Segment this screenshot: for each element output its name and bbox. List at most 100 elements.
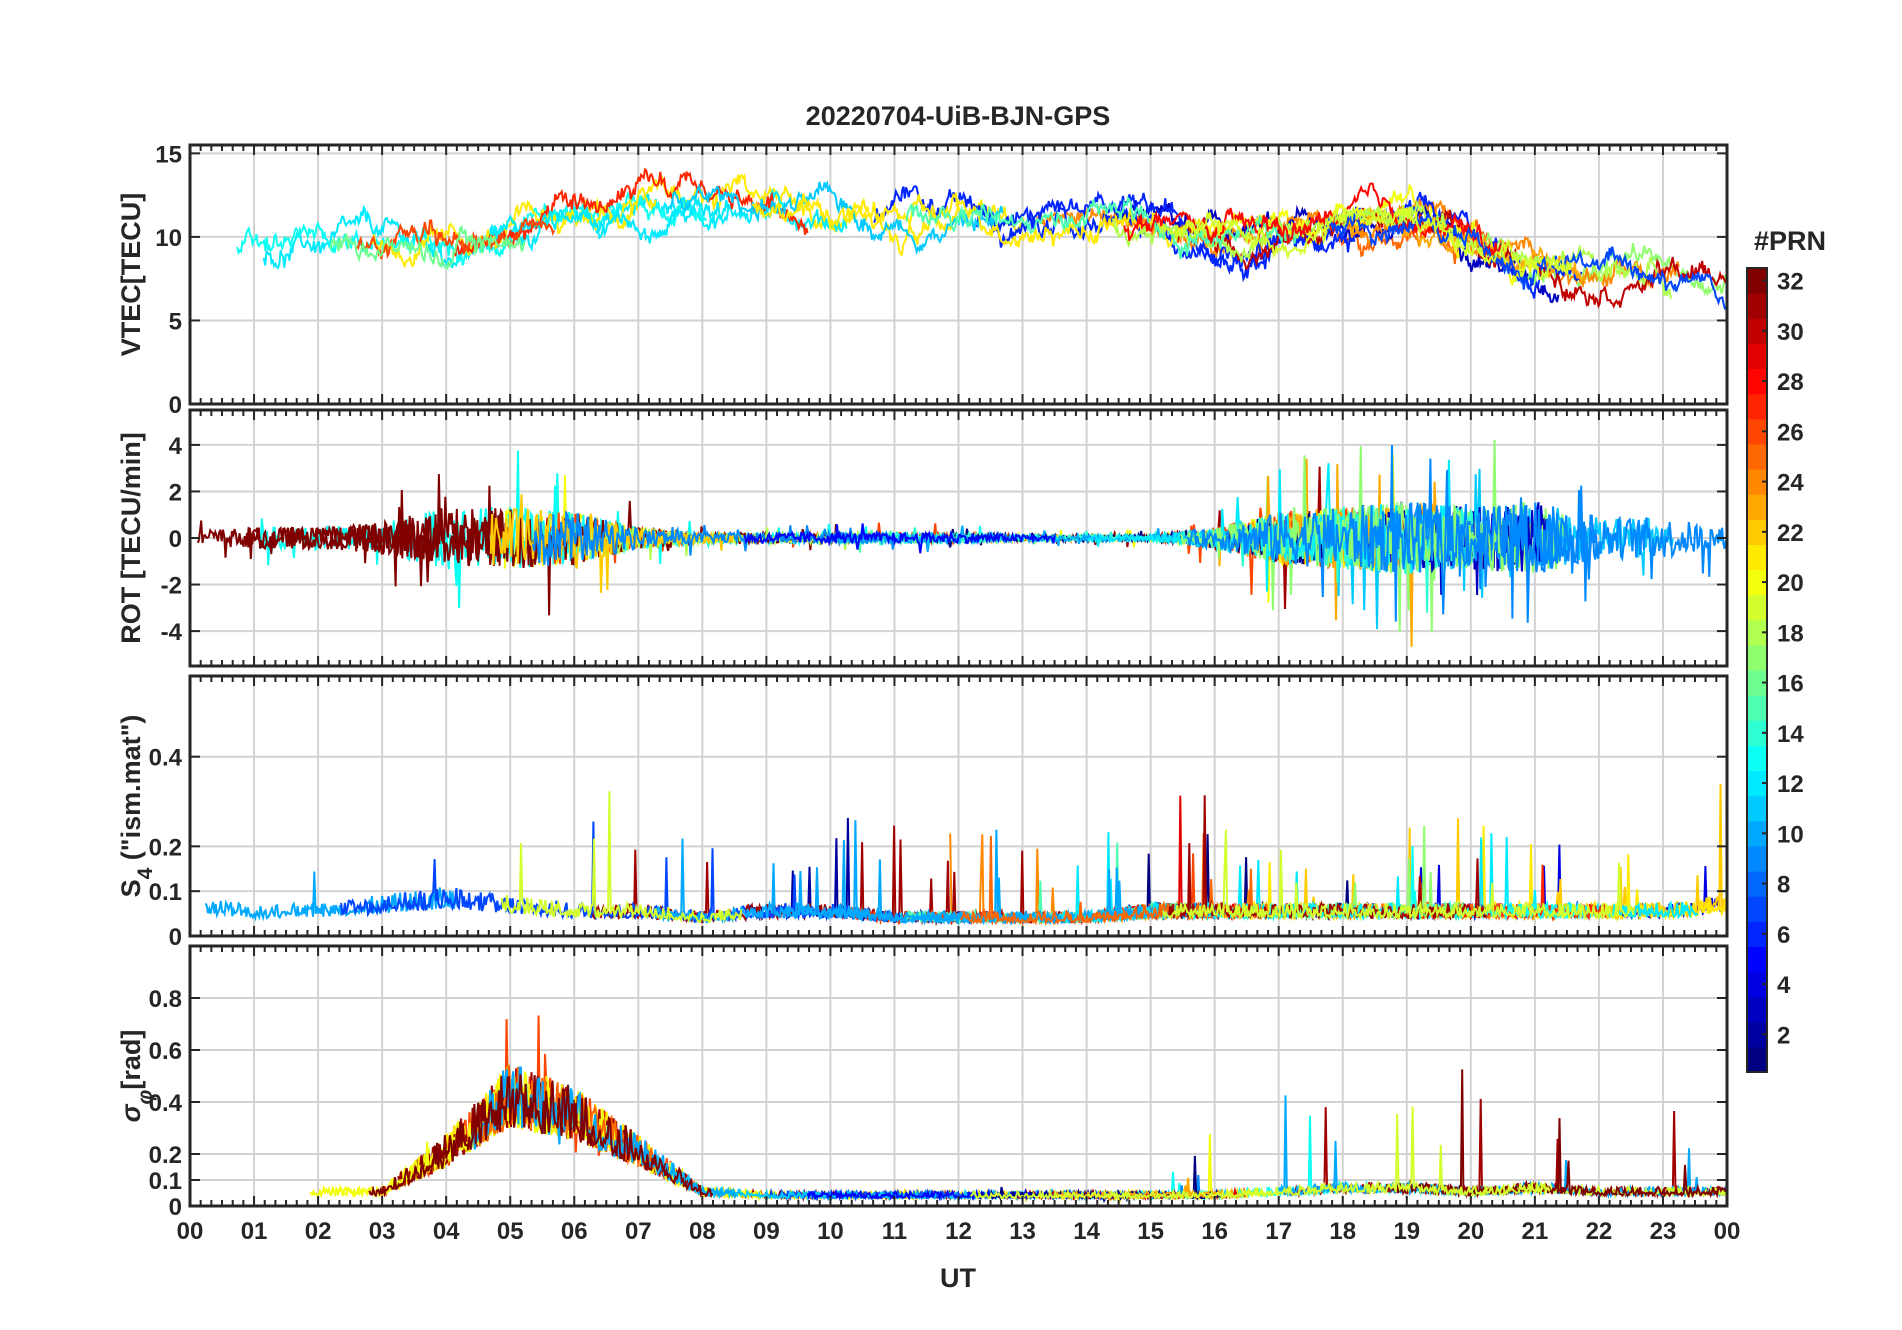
y-tick-label: 0.2 — [149, 1142, 182, 1169]
x-tick-label: 08 — [689, 1218, 716, 1245]
colorbar-tick-label: 32 — [1777, 269, 1804, 296]
colorbar-segment — [1747, 1046, 1767, 1073]
colorbar-tick-label: 20 — [1777, 570, 1804, 597]
colorbar-segment — [1747, 268, 1767, 294]
y-axis-label: σφ[rad] — [116, 1030, 157, 1123]
x-tick-label: 02 — [305, 1218, 332, 1245]
series-group — [196, 439, 1727, 647]
colorbar-segment — [1747, 544, 1767, 571]
series-line-prn-30 — [1174, 207, 1727, 309]
y-tick-label: 0.6 — [149, 1038, 182, 1065]
colorbar-tick-label: 16 — [1777, 671, 1804, 698]
panel-4: 00.10.2 0.4 0.6 0.8 σφ[rad] — [116, 944, 1729, 1221]
colorbar-segment — [1747, 695, 1767, 721]
colorbar-tick-label: 4 — [1777, 972, 1791, 999]
colorbar-segment — [1747, 871, 1767, 897]
colorbar-segment — [1747, 393, 1767, 420]
x-tick-label: 20 — [1457, 1218, 1484, 1245]
series-line-prn-7 — [1325, 211, 1727, 311]
x-tick-label: 23 — [1650, 1218, 1677, 1245]
colorbar-tick-label: 12 — [1777, 771, 1804, 798]
series-line-prn-18 — [1111, 199, 1673, 300]
colorbar-tick-label: 30 — [1777, 319, 1804, 346]
colorbar-segment — [1747, 996, 1767, 1023]
colorbar-segment — [1747, 619, 1767, 646]
colorbar-tick-label: 26 — [1777, 419, 1804, 446]
colorbar-segment — [1747, 494, 1767, 520]
colorbar-tick-label: 2 — [1777, 1022, 1790, 1049]
y-tick-label: 0.8 — [149, 986, 182, 1013]
colorbar-segment — [1747, 418, 1767, 445]
y-tick-label: 0.1 — [149, 879, 182, 906]
x-tick-label: 12 — [945, 1218, 972, 1245]
x-tick-label: 07 — [625, 1218, 652, 1245]
colorbar-segment — [1747, 845, 1767, 872]
series-group — [309, 1015, 1727, 1204]
colorbar-tick-label: 28 — [1777, 369, 1804, 396]
colorbar-tick-label: 6 — [1777, 922, 1790, 949]
y-axis-label: S4 ("ism.mat") — [116, 715, 157, 898]
y-tick-label: 0.4 — [149, 745, 183, 772]
x-tick-label: 18 — [1329, 1218, 1356, 1245]
series-line-prn-9 — [1186, 445, 1602, 623]
series-line-prn-19 — [500, 791, 743, 924]
x-tick-label: 06 — [561, 1218, 588, 1245]
series-line-prn-13 — [236, 191, 707, 266]
colorbar-segment — [1747, 343, 1767, 370]
series-line-prn-19 — [1162, 829, 1635, 922]
colorbar-tick-label: 8 — [1777, 872, 1790, 899]
y-axis-label: ROT [TECU/min] — [116, 432, 146, 643]
colorbar-segment — [1747, 368, 1767, 395]
colorbar-tick-label: 10 — [1777, 821, 1804, 848]
series-line-prn-32 — [1390, 1069, 1727, 1199]
colorbar-segment — [1747, 820, 1767, 847]
series-line-prn-5 — [743, 523, 1056, 554]
y-tick-label: 0 — [169, 1194, 182, 1221]
x-tick-label: 21 — [1522, 1218, 1549, 1245]
colorbar-segment — [1747, 720, 1767, 746]
colorbar-segment — [1747, 745, 1767, 772]
series-line-prn-32 — [368, 1074, 714, 1198]
x-tick-label: 03 — [369, 1218, 396, 1245]
series-group — [236, 167, 1727, 311]
panel-1: 0 5 10 15 VTEC[TECU] — [116, 141, 1729, 419]
colorbar-segment — [1747, 770, 1767, 797]
series-line-prn-32 — [196, 485, 511, 567]
colorbar-segment — [1747, 670, 1767, 696]
x-tick-label: 22 — [1586, 1218, 1613, 1245]
colorbar-segment — [1747, 569, 1767, 596]
y-tick-label: 0 — [169, 392, 182, 419]
colorbar-frame — [1746, 267, 1768, 1073]
x-tick-label: 04 — [433, 1218, 460, 1245]
colorbar-segment — [1747, 594, 1767, 621]
x-tick-label: 16 — [1201, 1218, 1228, 1245]
y-tick-label: 5 — [169, 308, 182, 335]
colorbar-segment — [1747, 293, 1767, 319]
series-line-prn-15 — [905, 195, 1297, 260]
series-group — [204, 783, 1727, 927]
colorbar-tick-label: 22 — [1777, 520, 1804, 547]
y-tick-label: 0.4 — [149, 1090, 183, 1117]
x-tick-label: 10 — [817, 1218, 844, 1245]
y-tick-label: -4 — [161, 619, 183, 646]
colorbar-tick-label: 14 — [1777, 721, 1804, 748]
x-tick-label: 01 — [241, 1218, 268, 1245]
series-line-prn-32 — [244, 515, 438, 587]
x-tick-label: 00 — [1714, 1218, 1741, 1245]
y-axis-label: VTEC[TECU] — [116, 193, 146, 357]
colorbar-segment — [1747, 946, 1767, 973]
colorbar-segment — [1747, 971, 1767, 998]
y-tick-label: -2 — [161, 573, 182, 600]
series-line-prn-25 — [959, 833, 1269, 927]
x-tick-label: 15 — [1137, 1218, 1164, 1245]
x-tick-label: 11 — [882, 1218, 907, 1245]
x-axis-label: UT — [940, 1263, 976, 1293]
y-tick-label: 0 — [169, 526, 182, 553]
chart-title: 20220704-UiB-BJN-GPS — [806, 101, 1111, 131]
y-tick-label: 0.1 — [149, 1168, 182, 1195]
y-tick-label: 2 — [169, 479, 182, 506]
x-tick-label: 19 — [1393, 1218, 1420, 1245]
series-line-prn-9 — [1408, 485, 1727, 580]
colorbar-segment — [1747, 443, 1767, 470]
